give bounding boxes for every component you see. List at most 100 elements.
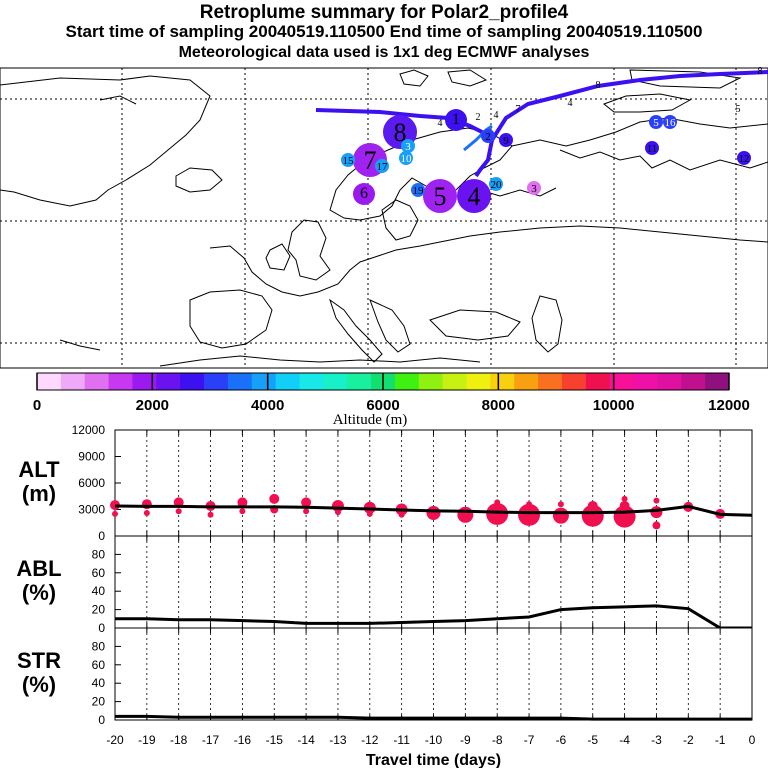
cluster-9-marker	[499, 133, 513, 147]
cluster-3-marker	[527, 181, 541, 195]
day-label: 4	[438, 118, 443, 129]
ytick-label: 20	[92, 695, 106, 709]
colorbar-tick-label: 2000	[136, 397, 169, 414]
ytick-label: 40	[92, 676, 106, 690]
series-line	[115, 604, 752, 630]
colorbar-segment	[37, 373, 62, 390]
cluster-6-marker	[353, 183, 375, 205]
ytick-label: 9000	[78, 450, 105, 464]
altitude-cluster-marker	[494, 499, 501, 506]
cluster-4-marker	[457, 179, 491, 213]
altitude-cluster-marker	[207, 511, 214, 518]
cluster-2-label: 2	[485, 131, 491, 143]
colorbar-segment	[204, 373, 229, 390]
page-title: Retroplume summary for Polar2_profile4	[199, 2, 569, 23]
cluster-16-marker	[663, 115, 677, 129]
altitude-cluster-marker	[587, 500, 598, 511]
cluster-6-label: 6	[360, 185, 368, 202]
ytick-label: 6000	[78, 476, 105, 490]
colorbar-segment	[132, 373, 157, 390]
altitude-cluster-marker	[175, 508, 182, 515]
cluster-19-marker	[411, 183, 425, 197]
xtick-label: -19	[138, 733, 156, 747]
cluster-1-label: 1	[452, 111, 460, 128]
cluster-5-label: 5	[434, 182, 447, 211]
cluster-16-label: 16	[665, 117, 677, 129]
ytick-label: 40	[92, 584, 106, 598]
xtick-label: -1	[715, 733, 726, 747]
altitude-cluster-marker	[303, 508, 310, 515]
xtick-label: -3	[651, 733, 662, 747]
xtick-label: 0	[749, 733, 756, 747]
altitude-cluster-marker	[366, 510, 373, 517]
cluster-3-label: 3	[531, 183, 537, 195]
altitude-cluster-marker	[526, 501, 533, 508]
altitude-cluster-marker	[581, 504, 604, 527]
cluster-8-label: 8	[394, 118, 407, 147]
time-series-panels: 030006000900012000ALT(m)020406080ABL(%)0…	[16, 423, 755, 768]
series-line	[114, 504, 753, 517]
cluster-7-label: 7	[364, 146, 377, 175]
cluster-3-marker	[401, 139, 415, 153]
cluster-5-marker	[649, 115, 663, 129]
cluster-17-label: 17	[377, 161, 389, 173]
ytick-label: 3000	[78, 503, 105, 517]
altitude-cluster-marker	[239, 508, 246, 515]
xtick-label: -4	[619, 733, 630, 747]
xtick-label: -20	[106, 733, 124, 747]
xtick-label: -7	[524, 733, 535, 747]
altitude-cluster-marker	[557, 501, 564, 508]
panel-ylabel: ALT	[18, 457, 60, 482]
colorbar-segment	[514, 373, 539, 390]
cluster-15-marker	[341, 153, 355, 167]
day-label: 5	[736, 104, 741, 115]
day-label: 4	[568, 98, 573, 109]
altitude-cluster-marker	[398, 511, 405, 518]
cluster-5-label: 5	[653, 117, 659, 129]
xtick-label: -17	[202, 733, 220, 747]
altitude-cluster-marker	[237, 497, 248, 508]
cluster-9-label: 9	[503, 135, 509, 147]
ytick-label: 0	[98, 621, 105, 635]
altitude-cluster-marker	[426, 506, 441, 521]
colorbar-segment	[180, 373, 205, 390]
xtick-label: -2	[683, 733, 694, 747]
xtick-label: -8	[492, 733, 503, 747]
cluster-11-label: 11	[647, 143, 658, 155]
ytick-label: 0	[98, 713, 105, 727]
cluster-2-marker	[481, 129, 495, 143]
cluster-5-marker	[423, 179, 457, 213]
cluster-12-label: 12	[739, 153, 750, 165]
altitude-cluster-marker	[552, 507, 569, 524]
altitude-cluster-marker	[110, 500, 120, 511]
sampling-times: Start time of sampling 20040519.110500 E…	[65, 22, 703, 41]
colorbar-segment	[681, 373, 706, 390]
colorbar-tick-label: 4000	[251, 397, 284, 414]
panel-ylabel: ABL	[16, 556, 61, 581]
panel-ylabel: (%)	[22, 580, 56, 605]
colorbar-segment	[705, 373, 730, 390]
colorbar-tick-label: 8000	[482, 397, 515, 414]
day-label: 8	[596, 80, 601, 91]
xtick-label: -9	[460, 733, 471, 747]
colorbar-tick-label: 0	[33, 397, 41, 414]
colorbar-segment	[251, 373, 277, 390]
xtick-label: -13	[329, 733, 347, 747]
cluster-1-marker	[445, 109, 467, 131]
colorbar-segment	[609, 373, 635, 390]
xtick-label: -18	[170, 733, 188, 747]
altitude-cluster-marker	[334, 509, 341, 516]
colorbar-segment	[323, 373, 348, 390]
x-axis-label: Travel time (days)	[366, 752, 501, 768]
series-line	[115, 714, 752, 721]
cluster-20-label: 20	[491, 179, 503, 191]
cluster-12-marker	[737, 151, 751, 165]
altitude-cluster-marker	[269, 493, 280, 504]
colorbar-segment	[275, 373, 300, 390]
altitude-cluster-marker	[518, 503, 541, 526]
cluster-10-label: 10	[401, 153, 413, 165]
cluster-15-label: 15	[343, 155, 355, 167]
cluster-20-marker	[489, 177, 503, 191]
